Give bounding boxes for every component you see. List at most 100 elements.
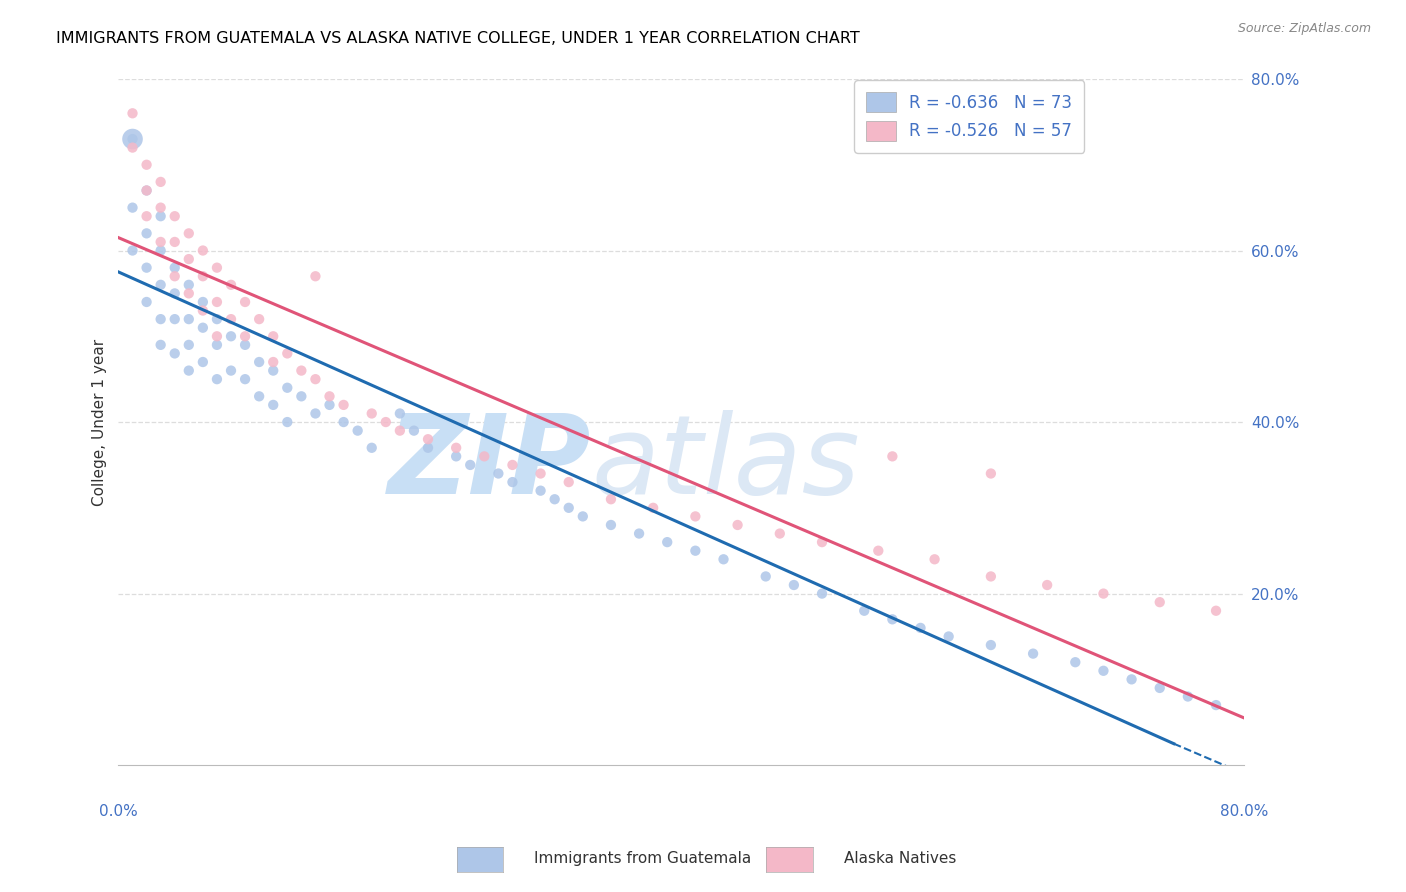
Point bbox=[262, 329, 284, 343]
Point bbox=[360, 441, 382, 455]
Text: 80.0%: 80.0% bbox=[1220, 804, 1268, 819]
Point bbox=[149, 235, 172, 249]
Point bbox=[177, 227, 200, 241]
Point bbox=[149, 209, 172, 223]
Point bbox=[163, 269, 186, 284]
Point bbox=[444, 441, 467, 455]
Point bbox=[1022, 647, 1045, 661]
Point bbox=[628, 526, 651, 541]
Point bbox=[360, 407, 382, 421]
Point bbox=[177, 338, 200, 352]
Point bbox=[121, 244, 143, 258]
Point bbox=[149, 175, 172, 189]
Point bbox=[304, 372, 326, 386]
Text: 0.0%: 0.0% bbox=[98, 804, 138, 819]
Point bbox=[924, 552, 946, 566]
Point bbox=[657, 535, 679, 549]
Point bbox=[205, 295, 228, 310]
Point bbox=[163, 312, 186, 326]
Point bbox=[1036, 578, 1059, 592]
Point bbox=[191, 320, 214, 334]
Point bbox=[262, 398, 284, 412]
Text: ZIP: ZIP bbox=[388, 409, 592, 516]
Point bbox=[177, 252, 200, 266]
Point bbox=[332, 415, 354, 429]
Point bbox=[135, 209, 157, 223]
Point bbox=[247, 312, 270, 326]
Point bbox=[163, 346, 186, 360]
Point bbox=[980, 569, 1002, 583]
Point bbox=[177, 277, 200, 292]
Point bbox=[163, 235, 186, 249]
Point bbox=[121, 132, 143, 146]
Point bbox=[727, 518, 749, 533]
Point bbox=[247, 389, 270, 403]
Point bbox=[205, 312, 228, 326]
Point bbox=[219, 363, 242, 377]
Point bbox=[290, 389, 312, 403]
Point bbox=[685, 543, 707, 558]
Legend: R = -0.636   N = 73, R = -0.526   N = 57: R = -0.636 N = 73, R = -0.526 N = 57 bbox=[855, 80, 1084, 153]
Point bbox=[149, 244, 172, 258]
Point bbox=[713, 552, 735, 566]
Point bbox=[177, 312, 200, 326]
Point bbox=[572, 509, 595, 524]
Point bbox=[135, 260, 157, 275]
Point bbox=[402, 424, 425, 438]
Point bbox=[135, 158, 157, 172]
Point bbox=[882, 612, 904, 626]
Point bbox=[643, 500, 665, 515]
Point bbox=[205, 329, 228, 343]
Point bbox=[163, 260, 186, 275]
Point bbox=[938, 630, 960, 644]
Point bbox=[205, 338, 228, 352]
Point bbox=[121, 106, 143, 120]
Point bbox=[121, 140, 143, 154]
Point bbox=[444, 450, 467, 464]
Point bbox=[416, 441, 439, 455]
Point bbox=[332, 398, 354, 412]
Point bbox=[1121, 673, 1143, 687]
Point bbox=[811, 586, 834, 600]
Point bbox=[205, 372, 228, 386]
Point bbox=[191, 244, 214, 258]
Point bbox=[1177, 690, 1199, 704]
Point bbox=[600, 518, 623, 533]
Point bbox=[304, 269, 326, 284]
Point bbox=[276, 415, 298, 429]
Point bbox=[177, 363, 200, 377]
Point bbox=[811, 535, 834, 549]
Text: Immigrants from Guatemala: Immigrants from Guatemala bbox=[534, 851, 752, 865]
Point bbox=[149, 312, 172, 326]
Point bbox=[1092, 664, 1115, 678]
Point bbox=[233, 372, 256, 386]
Point bbox=[135, 227, 157, 241]
Point bbox=[219, 312, 242, 326]
Point bbox=[304, 407, 326, 421]
Point bbox=[600, 492, 623, 507]
Point bbox=[558, 475, 581, 489]
Point bbox=[219, 277, 242, 292]
Point bbox=[247, 355, 270, 369]
Text: Alaska Natives: Alaska Natives bbox=[844, 851, 956, 865]
Point bbox=[416, 432, 439, 446]
Point bbox=[388, 407, 411, 421]
Text: IMMIGRANTS FROM GUATEMALA VS ALASKA NATIVE COLLEGE, UNDER 1 YEAR CORRELATION CHA: IMMIGRANTS FROM GUATEMALA VS ALASKA NATI… bbox=[56, 31, 860, 46]
Point bbox=[980, 638, 1002, 652]
Point bbox=[1205, 604, 1227, 618]
Point bbox=[868, 543, 890, 558]
Text: Source: ZipAtlas.com: Source: ZipAtlas.com bbox=[1237, 22, 1371, 36]
Point bbox=[501, 475, 523, 489]
Text: atlas: atlas bbox=[592, 409, 860, 516]
Point bbox=[529, 483, 551, 498]
Point bbox=[685, 509, 707, 524]
Point bbox=[318, 398, 340, 412]
Point bbox=[191, 295, 214, 310]
Point bbox=[755, 569, 778, 583]
Point bbox=[191, 303, 214, 318]
Point bbox=[163, 209, 186, 223]
Point bbox=[318, 389, 340, 403]
Y-axis label: College, Under 1 year: College, Under 1 year bbox=[93, 338, 107, 506]
Point bbox=[558, 500, 581, 515]
Point bbox=[233, 329, 256, 343]
